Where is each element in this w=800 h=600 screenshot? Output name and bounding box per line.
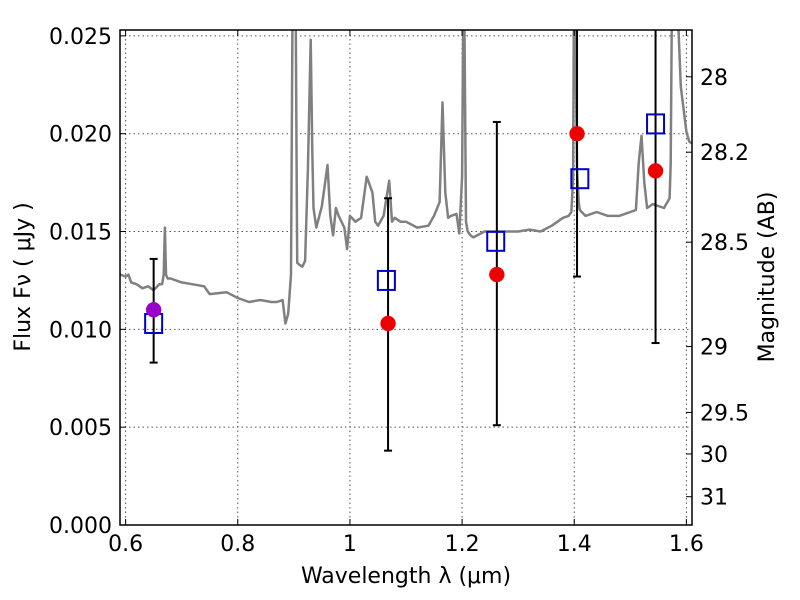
x-tick-label: 1.4 bbox=[557, 532, 592, 557]
model-square-point bbox=[486, 230, 506, 252]
x-tick-label: 0.6 bbox=[108, 532, 143, 557]
y2-tick-label: 29 bbox=[700, 336, 728, 361]
y-tick-label: 0.020 bbox=[49, 123, 112, 148]
x-tick-label: 1.2 bbox=[445, 532, 480, 557]
model-square-point bbox=[570, 168, 590, 190]
model-square-point bbox=[646, 113, 666, 135]
x-tick-label: 0.8 bbox=[220, 532, 255, 557]
y2-tick-label: 28.2 bbox=[700, 141, 749, 166]
y2-tick-label: 28.5 bbox=[700, 231, 749, 256]
observed-point bbox=[380, 315, 396, 332]
observed-point bbox=[489, 266, 505, 283]
axis-ticks bbox=[120, 30, 692, 526]
y-tick-label: 0.005 bbox=[49, 416, 112, 441]
y2-axis-title: Magnitude (AB) bbox=[755, 192, 780, 363]
y-tick-label: 0.015 bbox=[49, 221, 112, 246]
plot-frame bbox=[119, 29, 693, 526]
spectrum-series bbox=[120, 30, 692, 325]
model-square-point bbox=[376, 269, 396, 291]
y-axis-title: Flux Fν ( μJy ) bbox=[11, 202, 36, 351]
observed-point bbox=[569, 125, 585, 142]
data-points bbox=[144, 113, 666, 334]
tick-labels: 0.6 0.8 1 1.2 1.4 1.6 0.000 0.005 0.010 0.015 0.02… bbox=[49, 25, 749, 557]
plot-background bbox=[120, 30, 692, 525]
y2-tick-label: 30 bbox=[700, 443, 728, 468]
x-tick-label: 1.6 bbox=[669, 532, 704, 557]
x-tick-label: 1 bbox=[343, 532, 357, 557]
observed-point bbox=[145, 302, 162, 318]
spectrum-line bbox=[120, 30, 692, 325]
y-tick-label: 0.000 bbox=[49, 514, 112, 539]
observed-point bbox=[647, 163, 664, 179]
x-axis-title: Wavelength λ (μm) bbox=[301, 564, 511, 589]
y2-tick-label: 31 bbox=[700, 486, 728, 511]
y-tick-label: 0.010 bbox=[49, 318, 112, 343]
y2-tick-label: 28 bbox=[700, 66, 728, 91]
y-tick-label: 0.025 bbox=[49, 25, 112, 50]
y2-tick-label: 29.5 bbox=[700, 401, 749, 426]
